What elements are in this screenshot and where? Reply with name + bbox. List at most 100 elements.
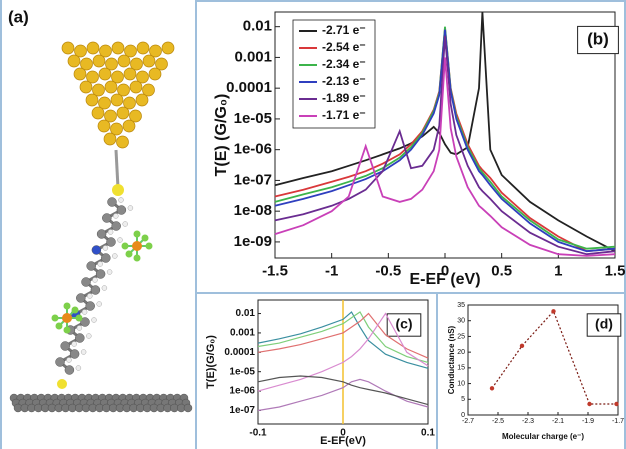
- gold-atom: [98, 67, 112, 81]
- gold-atom: [149, 44, 162, 58]
- carbon-atom: [69, 349, 80, 359]
- surface-atom: [183, 403, 193, 413]
- carbon-atom: [95, 269, 106, 279]
- gold-atom: [73, 67, 87, 81]
- x-axis-label: Molecular charge (e⁻): [502, 432, 584, 441]
- y-tick-label: 1e-05: [234, 110, 272, 127]
- panel-label: (b): [587, 29, 609, 48]
- gold-atom: [97, 119, 111, 133]
- hydrogen-atom: [86, 333, 92, 339]
- y-tick-label: 1e-06: [234, 141, 272, 158]
- y-tick-label: 0: [461, 412, 465, 419]
- gold-atom: [110, 122, 123, 136]
- y-tick-label: 0.0001: [224, 347, 255, 358]
- hydrogen-atom: [66, 357, 72, 363]
- gold-atom: [142, 83, 155, 97]
- carbon-atom: [101, 253, 111, 263]
- carbon-atom: [86, 261, 96, 271]
- y-tick-label: 0.001: [230, 328, 255, 339]
- gold-atom: [98, 96, 111, 110]
- data-point: [614, 401, 619, 407]
- carbon-atom: [116, 205, 127, 215]
- gold-atom: [161, 41, 175, 55]
- series-line: [274, 29, 616, 253]
- y-tick-label: 1e-05: [229, 366, 255, 377]
- gold-atom: [61, 41, 75, 55]
- gold-atom: [124, 44, 137, 58]
- hydrogen-atom: [87, 293, 93, 299]
- gold-atom: [135, 93, 149, 107]
- gold-atom: [86, 70, 99, 84]
- x-tick-label: 1: [554, 262, 562, 279]
- hydrogen-atom: [101, 285, 108, 291]
- gold-atom: [86, 41, 100, 55]
- gold-atom: [142, 54, 156, 68]
- carbon-atom: [96, 229, 107, 239]
- series-line: [257, 312, 429, 359]
- gold-atom: [105, 57, 118, 71]
- molecule-illustration: [9, 41, 193, 413]
- fluorine-atom: [121, 242, 129, 250]
- gold-atom: [116, 135, 129, 149]
- carbon-atom: [102, 213, 112, 223]
- carbon-atom: [80, 317, 90, 327]
- gold-atom: [74, 44, 87, 58]
- gold-atom: [123, 67, 137, 81]
- carbon-atom: [106, 237, 116, 247]
- gold-atom: [116, 106, 130, 120]
- data-point: [519, 343, 525, 349]
- chart-panel: 1e-09 1e-08 1e-07 1e-06 1e-05 0.0001 0.001 0.01…: [213, 11, 626, 288]
- gold-atom: [123, 96, 136, 110]
- hydrogen-atom: [81, 309, 88, 315]
- legend-box: [292, 19, 376, 129]
- x-tick-label: -1: [325, 262, 338, 279]
- panel-label: (a): [8, 7, 29, 26]
- x-tick-label: 1.5: [605, 262, 626, 279]
- series-line: [274, 26, 616, 250]
- gold-atom: [117, 54, 131, 68]
- y-axis-label: Conductance (nS): [447, 325, 456, 394]
- y-tick-label: 5: [461, 396, 465, 403]
- y-tick-label: 30: [457, 318, 465, 325]
- hydrogen-atom: [122, 221, 128, 227]
- x-tick-label: -2.7: [462, 418, 474, 425]
- phosphorus-atom: [62, 313, 72, 323]
- x-tick-label: -2.3: [522, 418, 534, 425]
- chart-panel: 1e-07 1e-06 1e-05 0.0001 0.001 0.01 -0.1 0 0.1 E-…: [205, 299, 435, 447]
- gold-atom: [99, 44, 112, 58]
- bond: [114, 149, 120, 189]
- y-tick-label: 0.01: [243, 18, 272, 35]
- gold-atom: [148, 67, 162, 81]
- gold-atom: [91, 106, 105, 120]
- gold-atom: [92, 54, 106, 68]
- series-line: [274, 57, 616, 257]
- panel-label-box: [577, 25, 619, 55]
- gold-atom: [80, 57, 93, 71]
- gold-atom: [111, 70, 124, 84]
- y-tick-label: 0.001: [234, 48, 272, 65]
- y-axis-label: T(E)(G/G₀): [205, 335, 217, 389]
- fluorine-atom: [141, 234, 149, 242]
- fluorine-atom: [63, 326, 71, 334]
- fluorine-atom: [55, 322, 63, 330]
- series-line: [257, 375, 429, 406]
- hydrogen-atom: [106, 269, 113, 275]
- x-tick-label: 0.5: [491, 262, 512, 279]
- hydrogen-atom: [97, 261, 103, 267]
- sulfur-atom: [112, 184, 124, 196]
- carbon-atom: [75, 333, 85, 343]
- hydrogen-atom: [112, 253, 118, 259]
- hydrogen-atom: [107, 229, 114, 235]
- gold-atom: [122, 119, 136, 133]
- carbon-atom: [90, 285, 101, 295]
- legend-label: -2.13 e⁻: [322, 74, 366, 88]
- x-axis-label: E-EF (eV): [409, 271, 480, 288]
- gold-atom: [129, 80, 143, 94]
- hydrogen-atom: [102, 245, 109, 251]
- panel-label-box: [386, 313, 422, 337]
- fluorine-atom: [133, 230, 141, 238]
- hydrogen-atom: [117, 237, 123, 243]
- hydrogen-atom: [118, 197, 124, 203]
- fluorine-atom: [63, 302, 71, 310]
- hydrogen-atom: [76, 325, 83, 331]
